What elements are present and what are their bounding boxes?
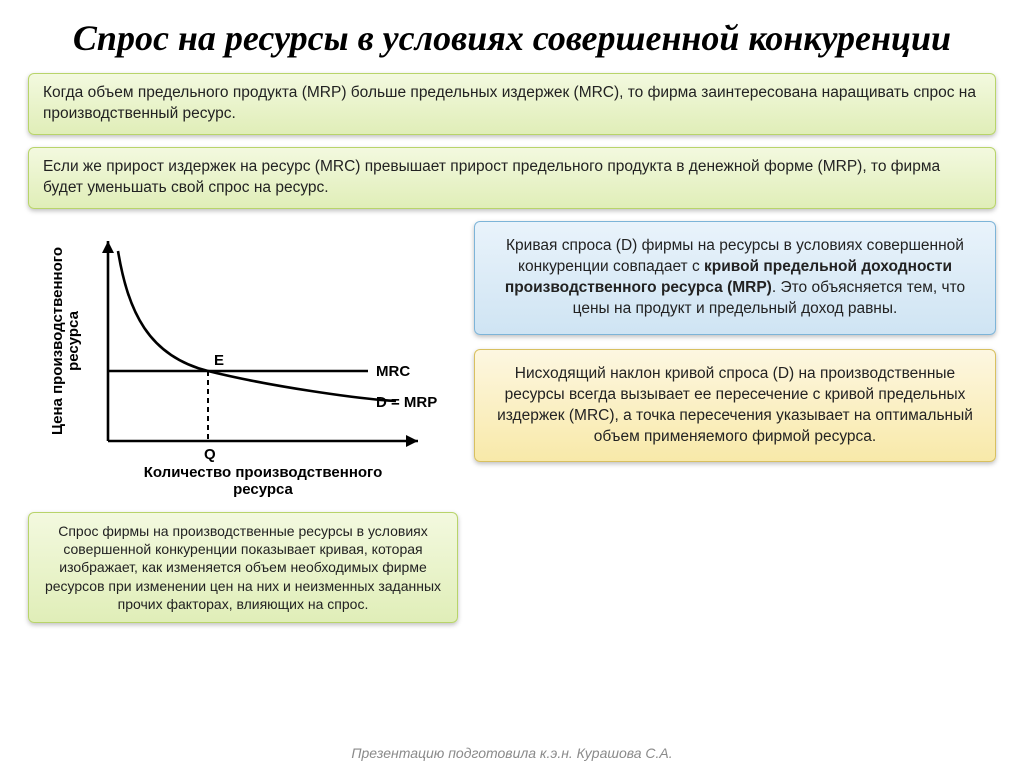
demand-chart: MRCD = MRPEQЦена производственногоресурс… — [28, 221, 458, 506]
info-box-3: Кривая спроса (D) фирмы на ресурсы в усл… — [474, 221, 996, 335]
svg-text:E: E — [214, 352, 224, 369]
footer-credit: Презентацию подготовила к.э.н. Курашова … — [0, 745, 1024, 761]
info-box-4: Нисходящий наклон кривой спроса (D) на п… — [474, 349, 996, 463]
info-box-2: Если же прирост издержек на ресурс (MRC)… — [28, 147, 996, 209]
page-title: Спрос на ресурсы в условиях совершенной … — [28, 18, 996, 59]
info-box-1: Когда объем предельного продукта (MRP) б… — [28, 73, 996, 135]
svg-text:D = MRP: D = MRP — [376, 394, 437, 411]
svg-text:Q: Q — [204, 446, 216, 463]
svg-text:MRC: MRC — [376, 363, 410, 380]
chart-caption-box: Спрос фирмы на производственные ресурсы … — [28, 512, 458, 623]
